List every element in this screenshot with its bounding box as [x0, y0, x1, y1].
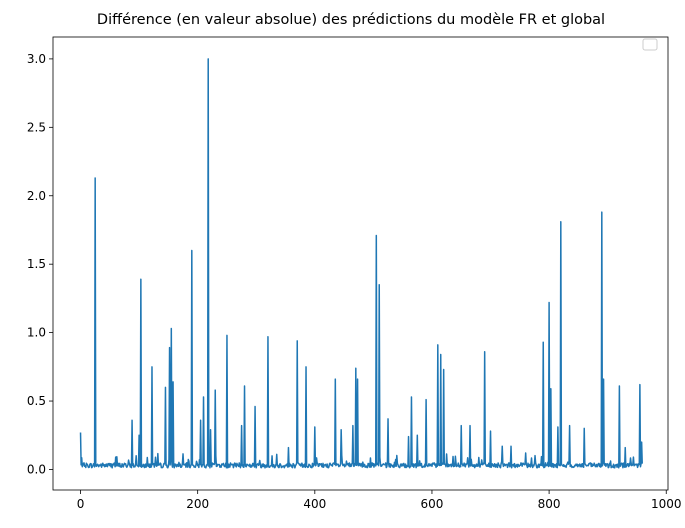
plot-area: 0 200 400 600 800 1000 0.0 0.5 1.0 1.5 2.0 2.5 3.0: [27, 36, 682, 511]
legend-box: [642, 38, 658, 51]
y-tick-label: 2.0: [27, 189, 46, 203]
x-tick-label: 200: [186, 497, 209, 511]
y-tick-label: 1.5: [27, 257, 46, 271]
y-tick-label: 2.5: [27, 120, 46, 134]
y-tick-label: 0.5: [27, 394, 46, 408]
x-tick-label: 800: [538, 497, 561, 511]
x-tick-label: 1000: [651, 497, 682, 511]
y-tick-label: 0.0: [27, 462, 46, 476]
series-line: [79, 58, 643, 469]
y-tick-label: 1.0: [27, 326, 46, 340]
x-tick-label: 0: [77, 497, 85, 511]
axes-frame: [52, 36, 669, 491]
x-tick-label: 400: [303, 497, 326, 511]
x-tick-label: 600: [421, 497, 444, 511]
y-tick-label: 3.0: [27, 52, 46, 66]
chart-title: Différence (en valeur absolue) des prédi…: [97, 12, 605, 28]
